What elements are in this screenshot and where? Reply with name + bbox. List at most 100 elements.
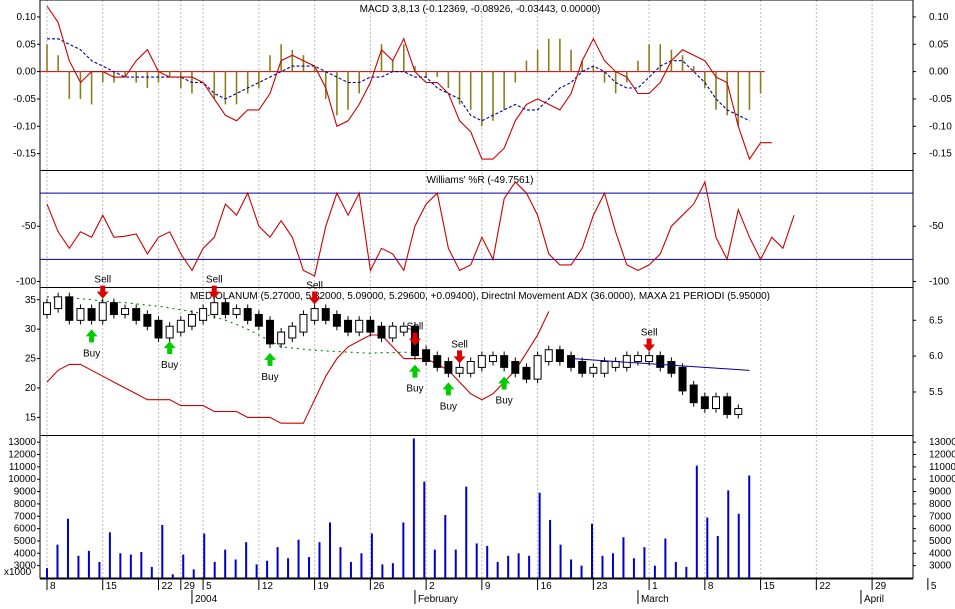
candle-body bbox=[533, 355, 542, 380]
candle-body bbox=[567, 355, 576, 368]
price-title: MEDIOLANUM (5.27000, 5.32000, 5.09000, 5… bbox=[190, 291, 770, 302]
macd-line bbox=[46, 5, 772, 161]
y-tick-label-right: 12000 bbox=[929, 450, 955, 461]
candle-body bbox=[633, 355, 642, 362]
x-day-label: 2 bbox=[429, 581, 435, 592]
candle-body bbox=[477, 355, 486, 368]
x-day-label: 15 bbox=[764, 581, 776, 592]
sell-label: Sell bbox=[407, 322, 424, 333]
sell-label: Sell bbox=[94, 275, 111, 286]
x-day-label: 16 bbox=[541, 581, 553, 592]
y-tick-label-left: -50 bbox=[22, 221, 37, 232]
buy-label: Buy bbox=[161, 360, 178, 371]
y-tick-label-right: -50 bbox=[929, 221, 944, 232]
y-tick-label-right: 8000 bbox=[929, 499, 952, 510]
candle-body bbox=[132, 308, 141, 321]
x-day-label: 29 bbox=[184, 581, 196, 592]
williams-panel: -50 -50 -100 -100 bbox=[16, 180, 949, 287]
y-tick-label-left: -100 bbox=[16, 276, 36, 287]
x-day-label: 29 bbox=[875, 581, 887, 592]
buy-arrow-icon bbox=[498, 376, 511, 390]
candle-body bbox=[254, 313, 263, 327]
y-tick-label-left: 0.05 bbox=[17, 39, 37, 50]
y-tick-label-left: 8000 bbox=[14, 499, 37, 510]
y-tick-label-right: 10000 bbox=[929, 474, 955, 485]
y-tick-label-right: -100 bbox=[929, 276, 949, 287]
candle-body bbox=[723, 396, 732, 415]
buy-arrow-icon bbox=[163, 341, 176, 355]
y-tick-label-left: 7000 bbox=[14, 511, 37, 522]
sell-label: Sell bbox=[206, 275, 223, 286]
y-tick-label-right: 0.05 bbox=[929, 39, 949, 50]
candle-body bbox=[232, 308, 241, 315]
outer-frame bbox=[39, 0, 914, 579]
x-day-label: 19 bbox=[318, 581, 330, 592]
y-tick-label-left: 6000 bbox=[14, 524, 37, 535]
y-tick-label-left: -0.10 bbox=[13, 121, 36, 132]
y-tick-label-right: 3000 bbox=[929, 561, 952, 572]
buy-arrow-icon bbox=[264, 352, 276, 366]
candle-body bbox=[176, 319, 185, 333]
sell-arrow-icon bbox=[308, 291, 321, 305]
candle-body bbox=[388, 325, 397, 339]
williams-title: Williams' %R (-49.7561) bbox=[427, 175, 534, 186]
y-tick-label-left: 20 bbox=[25, 383, 37, 394]
volume-unit-label: x1000 bbox=[4, 567, 32, 578]
y-tick-label-left: 13000 bbox=[8, 437, 36, 448]
candle-body bbox=[589, 366, 598, 374]
y-tick-label-right: 6000 bbox=[929, 524, 952, 535]
x-day-label: 23 bbox=[596, 581, 608, 592]
y-tick-label-left: -0.15 bbox=[13, 149, 36, 160]
x-day-label: 5 bbox=[931, 581, 937, 592]
candle-body bbox=[299, 313, 308, 333]
candle-body bbox=[121, 308, 130, 315]
candle-body bbox=[399, 325, 408, 333]
sell-arrow-icon bbox=[208, 285, 221, 299]
candle-body bbox=[199, 308, 208, 321]
candle-body bbox=[678, 366, 687, 392]
macd-title: MACD 3,8,13 (-0.12369, -0.08926, -0.0344… bbox=[360, 4, 601, 15]
candle-body bbox=[87, 308, 96, 321]
x-day-label: 1 bbox=[652, 581, 658, 592]
candle-body bbox=[489, 355, 497, 362]
candle-body bbox=[578, 361, 587, 374]
candle-body bbox=[700, 396, 709, 410]
candle-body bbox=[734, 408, 743, 415]
y-tick-label-left: 10000 bbox=[8, 474, 36, 485]
grid-layer bbox=[46, 0, 873, 578]
buy-label: Buy bbox=[83, 348, 100, 359]
y-tick-label-right: 4000 bbox=[929, 548, 952, 559]
y-tick-label-right: 13000 bbox=[929, 437, 955, 448]
y-tick-label-right: 0.00 bbox=[929, 67, 949, 78]
candle-body bbox=[622, 355, 631, 368]
candle-body bbox=[76, 308, 85, 321]
candle-body bbox=[522, 366, 531, 380]
x-day-label: 8 bbox=[50, 581, 56, 592]
x-day-label: 15 bbox=[106, 581, 118, 592]
y-tick-label-left: 5000 bbox=[14, 536, 37, 547]
y-tick-label-left: 3000 bbox=[14, 561, 37, 572]
candle-body bbox=[344, 319, 353, 333]
candle-body bbox=[65, 296, 74, 321]
candle-body bbox=[611, 361, 620, 368]
y-tick-label-left: 30 bbox=[25, 324, 37, 335]
macd-signal-line bbox=[47, 38, 750, 122]
channel-line bbox=[46, 311, 550, 424]
y-tick-label-right: 5000 bbox=[929, 536, 952, 547]
candle-body bbox=[689, 384, 698, 404]
x-day-label: 22 bbox=[819, 581, 831, 592]
candle-body bbox=[54, 296, 63, 310]
candle-body bbox=[143, 313, 152, 327]
y-tick-label-left: 11000 bbox=[9, 462, 37, 473]
buy-label: Buy bbox=[406, 384, 423, 395]
candle-body bbox=[511, 361, 520, 374]
y-tick-label-left: 0.10 bbox=[17, 12, 37, 23]
sell-arrow-icon bbox=[453, 350, 466, 364]
y-tick-label-right: 6.0 bbox=[929, 351, 943, 362]
y-tick-label-left: 0.00 bbox=[17, 67, 37, 78]
buy-label: Buy bbox=[496, 395, 513, 406]
dotted-moving-average bbox=[46, 296, 438, 360]
